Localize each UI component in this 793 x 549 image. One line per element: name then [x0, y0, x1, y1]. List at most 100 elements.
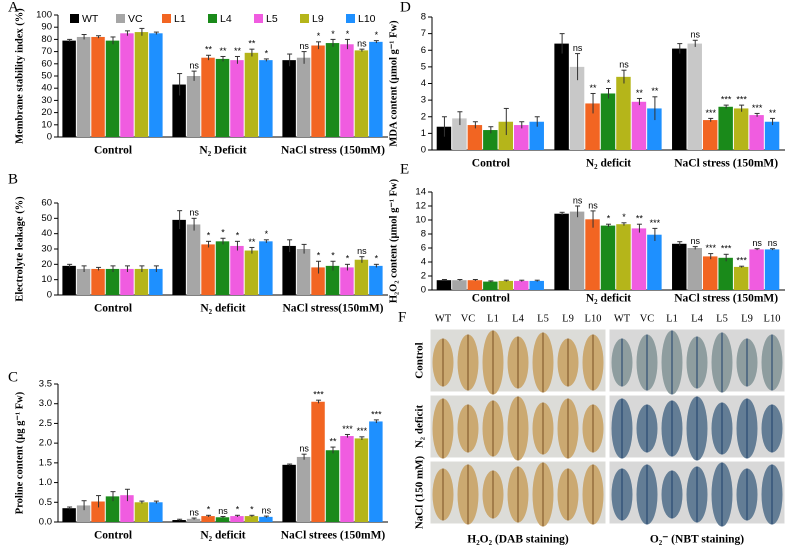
bar: [134, 268, 149, 295]
y-tick-label: 14: [415, 187, 426, 198]
bar: [340, 44, 354, 137]
panel-label: A: [8, 0, 19, 15]
legend-label: L9: [312, 13, 324, 25]
bar: [311, 401, 325, 522]
y-tick-label: 50: [41, 71, 52, 82]
bar: [244, 52, 259, 137]
y-tick-label: 8: [421, 12, 426, 23]
x-tick-label: NaCl stress(150mM): [282, 303, 383, 315]
bar: [514, 125, 529, 150]
significance: **: [636, 88, 644, 98]
bar: [311, 267, 325, 295]
y-tick-label: 8: [421, 229, 426, 240]
bar: [186, 224, 201, 295]
significance: ns: [619, 60, 629, 70]
y-tick-label: 10: [415, 215, 426, 226]
significance: ***: [736, 94, 747, 104]
significance: ***: [371, 409, 382, 419]
bar: [62, 265, 76, 295]
y-axis-title: Membrane stability index (%): [14, 8, 25, 144]
bar: [215, 241, 230, 295]
x-tick-label: N₂ Deficit: [199, 145, 246, 157]
bar: [585, 103, 600, 150]
significance: ns: [690, 236, 700, 246]
y-axis-title: MDA content (µmol g⁻¹ Fw): [388, 20, 399, 147]
bar: [467, 125, 483, 150]
y-tick-label: 40: [41, 228, 52, 239]
y-tick-label: 6: [421, 45, 426, 56]
bar: [120, 33, 134, 137]
bar: [296, 249, 311, 295]
bar: [120, 495, 134, 522]
bar: [498, 121, 514, 150]
bar: [76, 268, 91, 295]
legend-swatch: [116, 14, 125, 23]
caption: O₂⁻ (NBT staining): [650, 534, 744, 546]
bar: [631, 228, 647, 290]
x-tick-label: Control: [94, 530, 132, 542]
significance: *: [607, 214, 611, 224]
bar: [201, 57, 215, 138]
y-tick-label: 60: [41, 58, 52, 69]
bar: [647, 234, 662, 290]
bar: [514, 280, 529, 290]
bar: [600, 93, 616, 150]
significance: *: [346, 254, 350, 264]
y-tick-label: 40: [41, 83, 52, 94]
y-tick-label: 60: [41, 198, 52, 209]
bar: [325, 450, 340, 522]
bar: [134, 32, 149, 137]
x-tick-label: NaCl strees (150mM): [281, 530, 386, 542]
row-label: NaCl (150 mM): [414, 456, 426, 530]
legend-label: L4: [220, 13, 232, 25]
bar: [569, 66, 585, 150]
bar: [687, 248, 702, 290]
bar: [149, 33, 163, 137]
bar: [259, 516, 273, 522]
x-tick-label: Control: [472, 293, 510, 305]
y-tick-label: 90: [41, 22, 52, 33]
bar: [244, 250, 259, 295]
y-tick-label: 6: [421, 243, 426, 254]
x-tick-label: Control: [94, 145, 132, 157]
significance: **: [590, 83, 598, 93]
column-label: WT: [614, 313, 631, 324]
legend-swatch: [208, 14, 217, 23]
y-tick-label: 30: [41, 244, 52, 255]
significance: ***: [342, 424, 353, 434]
y-tick-label: 7: [421, 28, 426, 39]
legend-swatch: [254, 14, 263, 23]
bar: [749, 115, 764, 150]
y-tick-label: 5: [421, 61, 426, 72]
y-tick-label: 50: [41, 213, 52, 224]
y-tick-label: 2: [421, 271, 426, 282]
bar: [201, 244, 215, 295]
legend-label: VC: [128, 13, 143, 25]
bar: [215, 517, 230, 522]
bar: [616, 224, 631, 290]
significance: *: [331, 251, 335, 261]
bar: [149, 502, 163, 522]
significance: ns: [357, 246, 367, 256]
column-label: WT: [435, 313, 452, 324]
y-tick-label: 2: [421, 111, 426, 122]
significance: **: [636, 214, 644, 224]
panel-label: C: [8, 369, 18, 385]
panel-label: B: [8, 171, 18, 187]
bar: [452, 280, 467, 290]
bar: [325, 43, 340, 138]
y-tick-label: 3: [421, 95, 426, 106]
bar: [529, 280, 544, 290]
x-tick-label: N₂ deficit: [586, 158, 631, 170]
bar: [452, 118, 467, 150]
bar: [201, 516, 215, 522]
significance: **: [248, 237, 256, 247]
panel-label: D: [400, 0, 411, 15]
column-label: L9: [741, 313, 753, 324]
bar: [296, 57, 311, 138]
significance: ns: [752, 238, 762, 248]
significance: **: [205, 45, 213, 55]
bar: [764, 249, 780, 290]
significance: ***: [313, 390, 324, 400]
